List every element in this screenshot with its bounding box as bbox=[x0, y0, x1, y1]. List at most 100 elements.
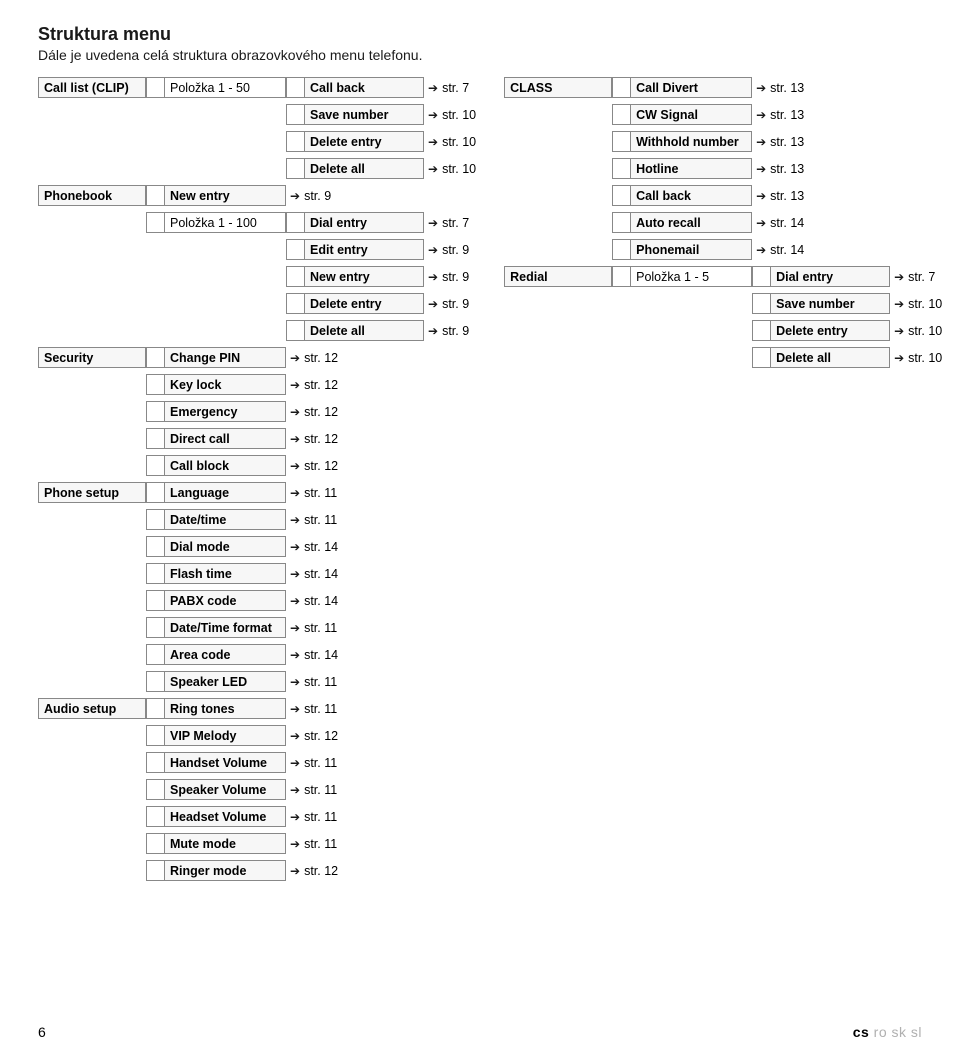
reference-text: str. 12 bbox=[304, 729, 338, 743]
tree-connector bbox=[146, 590, 164, 611]
page-reference: ➔str. 11 bbox=[286, 698, 337, 719]
reference-text: str. 11 bbox=[304, 837, 337, 851]
menu-level2: CW Signal bbox=[630, 104, 752, 125]
menu-row: Delete all➔str. 9 bbox=[38, 320, 476, 341]
page-reference: ➔str. 7 bbox=[890, 266, 935, 287]
menu-row: Dial mode➔str. 14 bbox=[38, 536, 476, 557]
tree-connector bbox=[752, 266, 770, 287]
reference-text: str. 12 bbox=[304, 405, 338, 419]
menu-row: Area code➔str. 14 bbox=[38, 644, 476, 665]
reference-text: str. 11 bbox=[304, 675, 337, 689]
tree-connector bbox=[146, 563, 164, 584]
menu-level3: Save number bbox=[304, 104, 424, 125]
tree-connector bbox=[146, 293, 164, 314]
reference-text: str. 9 bbox=[304, 189, 331, 203]
menu-level1 bbox=[38, 428, 146, 449]
arrow-icon: ➔ bbox=[428, 297, 438, 311]
tree-connector bbox=[146, 374, 164, 395]
reference-text: str. 10 bbox=[908, 324, 942, 338]
menu-row: Auto recall➔str. 14 bbox=[504, 212, 942, 233]
menu-level2: Flash time bbox=[164, 563, 286, 584]
arrow-icon: ➔ bbox=[290, 702, 300, 716]
menu-row: New entry➔str. 9 bbox=[38, 266, 476, 287]
arrow-icon: ➔ bbox=[290, 378, 300, 392]
reference-text: str. 10 bbox=[908, 351, 942, 365]
menu-row: SecurityChange PIN➔str. 12 bbox=[38, 347, 476, 368]
tree-connector bbox=[146, 104, 164, 125]
tree-connector bbox=[146, 698, 164, 719]
page-reference: ➔str. 10 bbox=[424, 104, 476, 125]
page-reference: ➔str. 12 bbox=[286, 374, 338, 395]
menu-level2: Dial mode bbox=[164, 536, 286, 557]
page-reference: ➔ str. 9 bbox=[286, 185, 331, 206]
arrow-icon: ➔ bbox=[428, 216, 438, 230]
page-reference: ➔str. 10 bbox=[890, 347, 942, 368]
page-reference: ➔ str. 7 bbox=[424, 212, 469, 233]
reference-text: str. 7 bbox=[442, 216, 469, 230]
reference-text: str. 14 bbox=[304, 567, 338, 581]
menu-level2 bbox=[164, 293, 286, 314]
tree-connector bbox=[286, 212, 304, 233]
menu-level3: Call back bbox=[304, 77, 424, 98]
tree-connector bbox=[146, 428, 164, 449]
reference-text: str. 11 bbox=[304, 486, 337, 500]
menu-row: Speaker LED ➔ str. 11 bbox=[38, 671, 476, 692]
menu-row: Date/time➔str. 11 bbox=[38, 509, 476, 530]
page-reference: ➔str. 9 bbox=[424, 266, 469, 287]
menu-row: Call block➔str. 12 bbox=[38, 455, 476, 476]
page-reference: ➔str. 13 bbox=[752, 158, 804, 179]
menu-columns: Call list (CLIP)Položka 1 - 50Call back➔… bbox=[38, 77, 922, 881]
menu-level1 bbox=[38, 590, 146, 611]
tree-connector bbox=[146, 860, 164, 881]
page-reference: ➔ str. 11 bbox=[286, 671, 337, 692]
menu-level3: Delete all bbox=[304, 158, 424, 179]
arrow-icon: ➔ bbox=[290, 675, 300, 689]
arrow-icon: ➔ bbox=[894, 297, 904, 311]
menu-level1 bbox=[38, 131, 146, 152]
arrow-icon: ➔ bbox=[290, 621, 300, 635]
tree-connector bbox=[146, 806, 164, 827]
menu-level2: New entry bbox=[164, 185, 286, 206]
arrow-icon: ➔ bbox=[756, 135, 766, 149]
menu-row: VIP Melody➔str. 12 bbox=[38, 725, 476, 746]
page-reference: ➔str. 11 bbox=[286, 617, 337, 638]
menu-level1 bbox=[38, 617, 146, 638]
page-reference: ➔ str. 10 bbox=[890, 293, 942, 314]
menu-level2: Phonemail bbox=[630, 239, 752, 260]
arrow-icon: ➔ bbox=[428, 135, 438, 149]
menu-row: Date/Time format➔str. 11 bbox=[38, 617, 476, 638]
reference-text: str. 12 bbox=[304, 864, 338, 878]
menu-level2: Auto recall bbox=[630, 212, 752, 233]
arrow-icon: ➔ bbox=[290, 432, 300, 446]
tree-connector bbox=[612, 293, 630, 314]
tree-connector bbox=[612, 185, 630, 206]
menu-row: PhonebookNew entry➔str. 9 bbox=[38, 185, 476, 206]
menu-row: Emergency➔str. 12 bbox=[38, 401, 476, 422]
reference-text: str. 12 bbox=[304, 351, 338, 365]
arrow-icon: ➔ bbox=[290, 189, 300, 203]
page-reference: ➔str. 11 bbox=[286, 806, 337, 827]
menu-level1 bbox=[504, 239, 612, 260]
reference-text: str. 10 bbox=[908, 297, 942, 311]
menu-level1 bbox=[504, 320, 612, 341]
page-reference: ➔str. 12 bbox=[286, 455, 338, 476]
page-reference: ➔str. 11 bbox=[286, 509, 337, 530]
page-title: Struktura menu bbox=[38, 24, 922, 45]
menu-level2 bbox=[164, 239, 286, 260]
footer: 6 cs ro sk sl bbox=[38, 1024, 922, 1040]
menu-level1 bbox=[38, 779, 146, 800]
menu-level3: Dial entry bbox=[770, 266, 890, 287]
menu-level1 bbox=[38, 725, 146, 746]
reference-text: str. 13 bbox=[770, 189, 804, 203]
reference-text: str. 11 bbox=[304, 756, 337, 770]
menu-level2: Key lock bbox=[164, 374, 286, 395]
menu-row: Call back➔str. 13 bbox=[504, 185, 942, 206]
menu-level2: Change PIN bbox=[164, 347, 286, 368]
page-reference: ➔str. 14 bbox=[752, 212, 804, 233]
reference-text: str. 10 bbox=[442, 162, 476, 176]
menu-row: CW Signal➔str. 13 bbox=[504, 104, 942, 125]
menu-level2: Speaker LED bbox=[164, 671, 286, 692]
reference-text: str. 11 bbox=[304, 513, 337, 527]
tree-connector bbox=[146, 644, 164, 665]
menu-level3: Delete entry bbox=[304, 131, 424, 152]
